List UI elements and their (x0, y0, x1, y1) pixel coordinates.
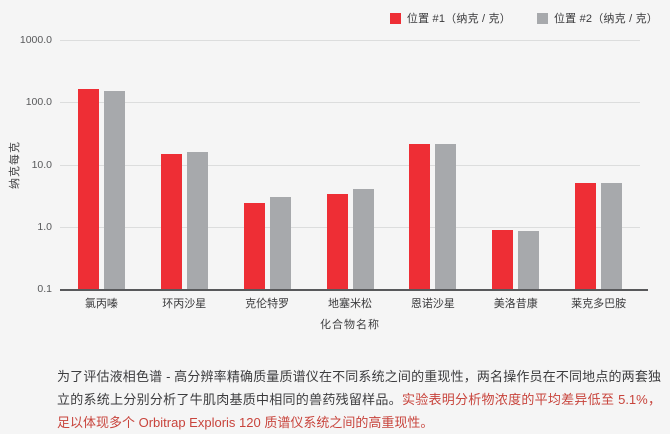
bar-chart: 纳克每克 1000.0 100.0 10.0 1.0 0.1 氯丙嗪 环丙沙星 克伦特罗 地塞… (9, 34, 648, 331)
bar-group-5 (391, 40, 474, 289)
bar (492, 229, 514, 289)
bar-group-6 (474, 40, 557, 289)
x-axis-category-label: 环丙沙星 (162, 298, 207, 310)
bar (435, 144, 457, 289)
bar (352, 189, 374, 289)
x-axis-labels: 氯丙嗪 环丙沙星 克伦特罗 地塞米松 恩诺沙星 美洛昔康 莱克多巴胺 (60, 295, 640, 311)
legend-item-location-1: 位置 #1（纳克 / 克） (389, 10, 511, 26)
bar-groups (60, 40, 640, 289)
x-axis-category-label: 美洛昔康 (493, 298, 538, 310)
chart-legend: 位置 #1（纳克 / 克） 位置 #2（纳克 / 克） (389, 10, 658, 26)
bar-group-3 (226, 40, 309, 289)
x-axis-category-label: 莱克多巴胺 (571, 298, 627, 310)
bar (77, 88, 99, 289)
bar (269, 197, 291, 289)
bar-group-7 (557, 40, 640, 289)
y-tick-label: 0.1 (37, 283, 52, 295)
y-tick-label: 10.0 (31, 158, 52, 171)
legend-item-location-2: 位置 #2（纳克 / 克） (536, 10, 658, 26)
x-axis-title: 化合物名称 (320, 319, 380, 331)
y-tick-label: 100.0 (25, 96, 52, 109)
bar (103, 91, 125, 289)
figure-caption: 为了评估液相色谱 - 高分辨率精确质量质谱仪在不同系统之间的重现性，两名操作员在… (57, 365, 661, 434)
caption-text-normal: 为了评估液相色谱 - 高分辨率精确质量质谱仪在不同系统之间的重现性，两名操作员在… (57, 369, 661, 407)
y-axis-title: 纳克每克 (9, 140, 21, 189)
bar (326, 194, 348, 289)
bar-group-1 (60, 40, 143, 289)
gridline (60, 40, 640, 41)
gridline (60, 102, 640, 104)
legend-label-location-2: 位置 #2（纳克 / 克） (553, 13, 658, 25)
x-axis-category-label: 地塞米松 (328, 298, 372, 310)
gridline (60, 164, 640, 166)
x-axis-category-label: 氯丙嗪 (84, 298, 118, 310)
legend-swatch-gray (536, 12, 548, 24)
bar-group-2 (143, 40, 226, 289)
bar (518, 231, 540, 289)
bar (601, 182, 623, 289)
legend-label-location-1: 位置 #1（纳克 / 克） (406, 13, 511, 25)
y-tick-label: 1.0 (37, 220, 52, 233)
y-tick-label: 1000.0 (19, 34, 52, 46)
bar (575, 183, 597, 289)
x-axis-category-label: 克伦特罗 (245, 298, 290, 310)
bar (160, 153, 182, 289)
bar (409, 144, 431, 289)
x-axis-category-label: 恩诺沙星 (410, 298, 455, 310)
caption-text-highlight: 实验表明分析物浓度的平均差异低至 5.1%，足以体现多个 Orbitrap Ex… (57, 392, 661, 430)
bar-group-4 (309, 40, 392, 289)
bar (243, 203, 265, 289)
bar (186, 151, 208, 289)
gridline (60, 226, 640, 228)
legend-swatch-red (389, 12, 401, 24)
